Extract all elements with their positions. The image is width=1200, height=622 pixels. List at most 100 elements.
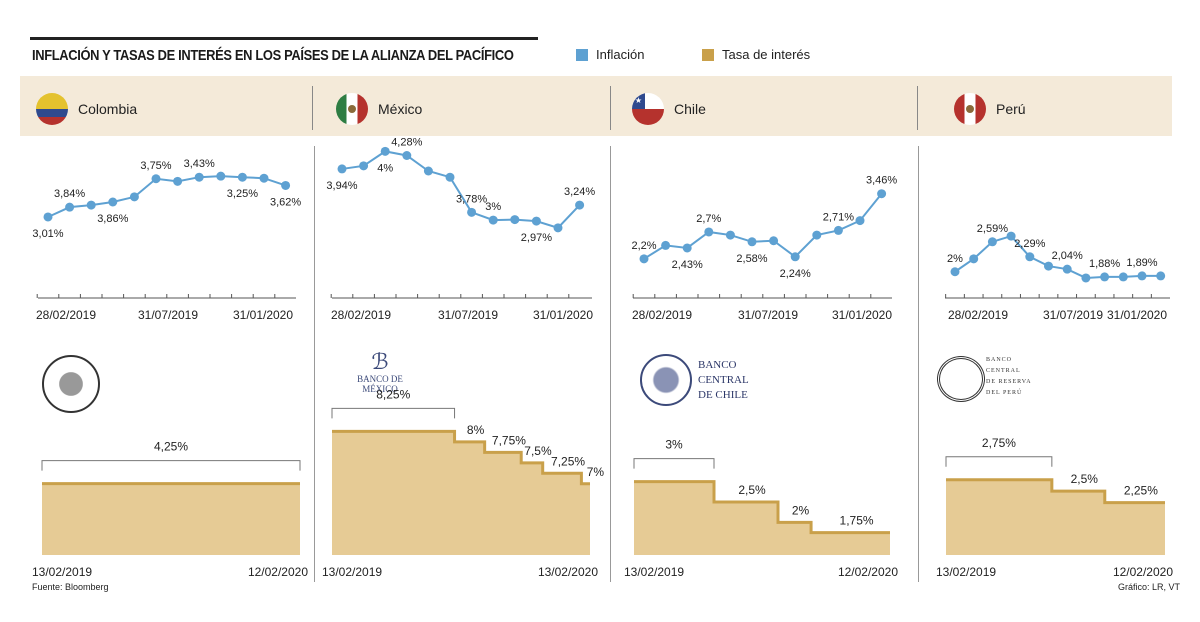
banco-mexico-logo: ℬ BANCO DE MÉXICO [357,349,403,395]
x-tick-label: 13/02/2019 [322,565,382,579]
legend-inflation: Inflación [576,47,644,62]
legend-swatch-gold [702,48,714,61]
interest-line [634,480,890,535]
period-bracket [633,458,715,469]
inflation-point [86,200,96,210]
data-label: 3,25% [227,188,258,200]
x-tick-label: 28/02/2019 [632,308,692,322]
x-tick-label: 31/07/2019 [1043,308,1103,322]
data-label: 2,24% [780,268,811,280]
x-tick-label: 28/02/2019 [948,308,1008,322]
rate-label: 2,5% [1071,472,1099,486]
rate-label: 7,75% [492,433,526,447]
inflation-point [987,237,997,247]
column-divider [314,146,315,582]
inflation-point [790,252,800,262]
bcrp-logo-text: BANCO CENTRAL DE RESERVA DEL PERÚ [986,357,1032,396]
inflation-point [1044,261,1053,271]
x-tick-label: 12/02/2020 [248,565,308,579]
data-label: 3,01% [32,228,63,240]
rate-label: 2,25% [1124,484,1158,498]
legend-label: Tasa de interés [722,47,811,62]
inflation-point [1062,264,1072,274]
banco-republica-logo [42,355,100,413]
interest-area [946,479,1165,555]
peru-flag-icon [954,93,986,125]
inflation-point [531,216,541,226]
data-label: 1,89% [1126,257,1157,269]
data-label: 3,84% [54,188,85,200]
inflation-point [1137,271,1147,281]
x-tick-label: 31/07/2019 [438,308,498,322]
data-label: 2,71% [823,211,854,223]
rate-label: 7,5% [524,444,552,458]
x-tick-label: 13/02/2019 [32,565,92,579]
inflation-point [467,207,477,217]
inflation-point [194,172,204,182]
inflation-point [259,173,269,183]
data-label: 3,24% [564,186,595,198]
inflation-point [769,236,779,246]
inflation-point [1100,272,1110,282]
inflation-point [337,164,347,174]
colombia-flag-icon [36,93,68,125]
interest-line [946,478,1165,505]
inflation-point [833,225,843,235]
banco-chile-logo-text: BANCO CENTRAL DE CHILE [698,359,749,401]
credit-note: Gráfico: LR, VT [1118,582,1181,592]
country-header-band: Colombia México ★ Chile Perú [20,76,1172,136]
inflation-point [661,240,671,250]
rate-label: 2,5% [738,483,766,497]
data-label: 2,59% [977,223,1008,235]
chart-title: INFLACIÓN Y TASAS DE INTERÉS EN LOS PAÍS… [32,47,514,64]
rate-label: 2,75% [982,436,1016,450]
inflation-point [445,172,455,182]
legend-interest: Tasa de interés [702,47,810,62]
inflation-point [747,237,757,247]
column-divider [610,146,611,582]
inflation-line [643,193,883,260]
country-chile: ★ Chile [632,93,706,125]
country-colombia: Colombia [36,93,137,125]
source-note: Fuente: Bloomberg [32,582,109,592]
country-peru: Perú [954,93,1026,125]
interest-area [42,483,300,555]
x-tick-label: 28/02/2019 [36,308,96,322]
data-label: 2,29% [1014,238,1045,250]
x-tick-label: 13/02/2019 [624,565,684,579]
data-label: 3,86% [97,213,128,225]
x-tick-label: 31/07/2019 [738,308,798,322]
inflation-point [553,223,563,233]
x-tick-label: 31/01/2020 [533,308,593,322]
inflation-point [281,180,291,190]
data-label: 2,04% [1052,250,1083,262]
rate-label: 3% [665,438,683,452]
data-label: 4,28% [391,137,422,149]
inflation-point [1025,252,1035,262]
rate-label: 7,25% [551,454,585,468]
data-label: 2,7% [696,213,721,225]
inflation-point [216,171,226,181]
inflation-point [812,230,822,240]
rate-label: 1,75% [840,514,874,528]
legend-label: Inflación [596,47,645,62]
inflation-point [423,166,433,176]
inflation-point [65,202,75,212]
inflation-point [1006,231,1016,241]
inflation-point [877,189,887,199]
data-label: 4% [377,162,393,174]
period-bracket [41,460,301,471]
period-bracket [331,407,456,419]
x-tick-label: 13/02/2019 [936,565,996,579]
x-tick-label: 12/02/2020 [838,565,898,579]
rate-label: 7% [587,465,605,479]
data-label: 2,58% [736,253,767,265]
legend-swatch-blue [576,48,588,61]
inflation-point [575,200,585,210]
bcrp-monogram-icon [937,356,985,402]
x-tick-label: 13/02/2020 [538,565,598,579]
rate-label: 4,25% [154,440,188,454]
data-label: 3,46% [866,175,897,187]
